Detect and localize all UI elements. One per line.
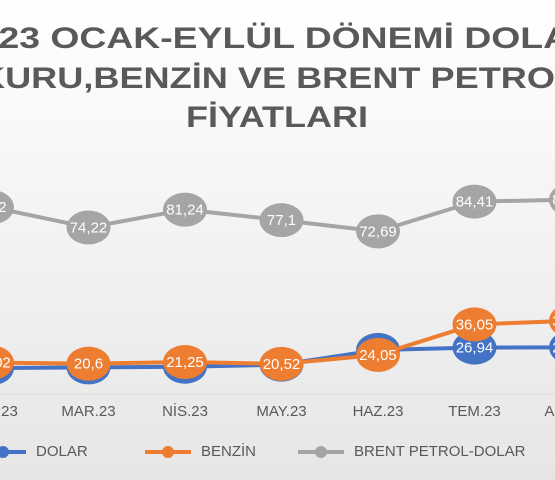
chart-title: KURU,BENZİN VE BRENT PETROL <box>0 62 555 95</box>
data-point <box>66 346 111 381</box>
data-label: 37,47 <box>552 313 555 330</box>
data-point <box>259 346 304 381</box>
data-point <box>163 192 207 227</box>
data-point <box>0 346 14 379</box>
x-tick-label: MAR.23 <box>61 403 115 420</box>
data-label: 26,94 <box>456 340 494 357</box>
x-tick-label: MAY.23 <box>256 403 306 420</box>
chart-title: FİYATLARI <box>186 101 368 134</box>
legend-label: DOLAR <box>36 443 88 460</box>
chart-title: 2023 OCAK-EYLÜL DÖNEMİ DOLAR <box>0 22 555 55</box>
legend-marker <box>315 446 327 458</box>
data-label: 21,25 <box>166 354 204 371</box>
x-tick-label: TEM.23 <box>448 403 501 420</box>
data-label: 27,02 <box>552 339 555 356</box>
data-point <box>163 345 207 380</box>
data-point <box>452 184 497 219</box>
data-label: 20,6 <box>74 356 103 373</box>
legend-marker <box>0 446 9 458</box>
data-point <box>259 203 304 238</box>
data-label: 20,52 <box>263 356 301 373</box>
data-point <box>0 191 14 224</box>
x-tick-label: ŞUB.23 <box>0 403 18 420</box>
legend-label: BRENT PETROL-DOLAR <box>354 443 526 460</box>
data-label: 21,02 <box>0 355 11 372</box>
data-point <box>452 307 497 342</box>
data-label: 36,05 <box>456 316 494 333</box>
x-tick-label: AĞU.23 <box>544 403 555 420</box>
data-label: 84,41 <box>456 194 494 211</box>
data-label: 72,69 <box>359 223 397 240</box>
x-tick-label: NİS.23 <box>162 402 208 420</box>
data-point <box>549 188 555 212</box>
data-point <box>356 337 400 372</box>
data-label: 74,22 <box>70 219 108 236</box>
data-point <box>549 335 555 360</box>
data-label: 82,2 <box>0 199 7 216</box>
data-label: 85,14 <box>552 192 555 209</box>
data-point <box>356 214 400 249</box>
data-point <box>549 309 555 333</box>
data-point <box>66 210 111 245</box>
data-label: 81,24 <box>166 202 204 219</box>
legend-marker <box>162 446 174 458</box>
data-label: 77,1 <box>267 212 296 229</box>
data-label: 24,05 <box>359 347 397 364</box>
x-tick-label: HAZ.23 <box>353 403 404 420</box>
legend-label: BENZİN <box>201 442 256 460</box>
